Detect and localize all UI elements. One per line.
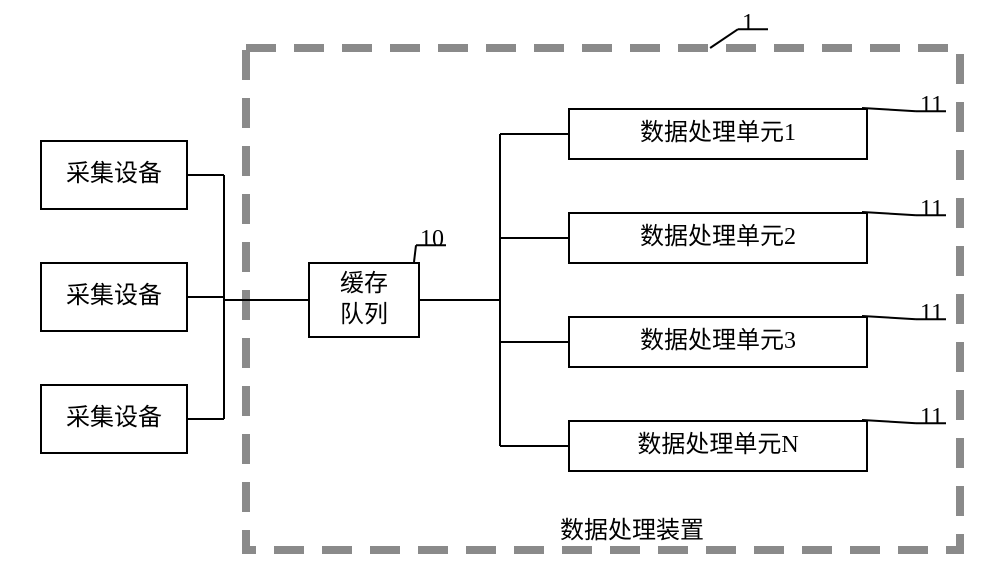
node-label: 数据处理单元1 xyxy=(640,118,796,149)
label-ref-main: 1 xyxy=(742,10,754,37)
diagram-canvas: 采集设备采集设备采集设备缓存 队列数据处理单元1数据处理单元2数据处理单元3数据… xyxy=(0,0,1000,577)
node-u1: 数据处理单元1 xyxy=(568,108,868,160)
node-buffer: 缓存 队列 xyxy=(308,262,420,338)
node-u2: 数据处理单元2 xyxy=(568,212,868,264)
node-label: 数据处理单元3 xyxy=(640,326,796,357)
label-ref-u3: 11 xyxy=(920,300,943,327)
label-footer: 数据处理装置 xyxy=(560,510,704,545)
node-dev3: 采集设备 xyxy=(40,384,188,454)
node-dev1: 采集设备 xyxy=(40,140,188,210)
node-label: 数据处理单元N xyxy=(637,430,798,461)
node-label: 采集设备 xyxy=(66,281,162,312)
label-ref-u1: 11 xyxy=(920,92,943,119)
node-u4: 数据处理单元N xyxy=(568,420,868,472)
node-dev2: 采集设备 xyxy=(40,262,188,332)
label-ref-buffer: 10 xyxy=(420,226,444,253)
node-label: 采集设备 xyxy=(66,159,162,190)
node-label: 缓存 队列 xyxy=(340,269,388,331)
label-ref-u4: 11 xyxy=(920,404,943,431)
node-label: 数据处理单元2 xyxy=(640,222,796,253)
node-u3: 数据处理单元3 xyxy=(568,316,868,368)
node-label: 采集设备 xyxy=(66,403,162,434)
label-ref-u2: 11 xyxy=(920,196,943,223)
